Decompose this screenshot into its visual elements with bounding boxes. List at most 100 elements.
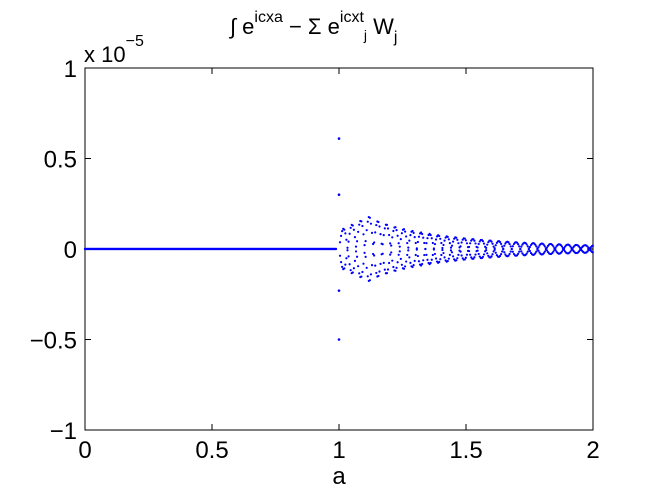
data-point bbox=[369, 273, 373, 276]
x-tick-label: 1 bbox=[332, 437, 345, 464]
data-point bbox=[341, 265, 344, 268]
data-point bbox=[400, 263, 403, 266]
data-point bbox=[542, 252, 545, 255]
data-point bbox=[525, 252, 528, 255]
data-point bbox=[344, 263, 347, 266]
data-point bbox=[394, 226, 397, 229]
data-point bbox=[463, 237, 466, 240]
data-point bbox=[382, 261, 385, 264]
data-point bbox=[355, 255, 359, 258]
data-point bbox=[368, 216, 371, 219]
data-point bbox=[457, 242, 460, 245]
data-point bbox=[545, 246, 549, 249]
data-point bbox=[379, 262, 382, 265]
y-tick-label: −0.5 bbox=[30, 328, 77, 355]
axis-tick-labels: 0 0.5 1 1.5 2 −1 −0.5 0 0.5 1 bbox=[30, 56, 600, 464]
title-integral: ∫ bbox=[228, 14, 242, 39]
data-point bbox=[476, 249, 479, 252]
data-point bbox=[491, 242, 494, 245]
data-point bbox=[511, 250, 514, 253]
data-point bbox=[474, 242, 477, 245]
data-point bbox=[368, 279, 371, 282]
data-point bbox=[486, 243, 489, 246]
y-tick-label: 1 bbox=[64, 56, 77, 83]
data-point bbox=[370, 264, 374, 267]
data-point bbox=[357, 265, 360, 268]
data-point bbox=[411, 265, 414, 269]
data-point bbox=[527, 247, 530, 250]
data-point bbox=[443, 239, 446, 242]
data-point bbox=[438, 260, 441, 264]
data-point bbox=[373, 241, 376, 244]
data-point bbox=[344, 232, 347, 235]
data-point bbox=[398, 245, 401, 248]
data-point bbox=[417, 235, 421, 238]
data-point bbox=[457, 253, 460, 256]
data-point bbox=[433, 242, 437, 246]
data-point bbox=[517, 252, 520, 255]
data-point bbox=[473, 256, 476, 259]
data-point bbox=[591, 244, 594, 247]
data-point bbox=[426, 258, 429, 261]
data-point bbox=[498, 254, 502, 258]
data-point bbox=[449, 249, 453, 252]
data-point bbox=[389, 242, 392, 245]
data-point bbox=[465, 253, 469, 256]
data-point bbox=[429, 261, 432, 265]
data-point bbox=[370, 231, 374, 234]
data-point bbox=[481, 255, 485, 258]
y-multiplier-exponent: −5 bbox=[126, 33, 144, 50]
y-tick-label: 0.5 bbox=[44, 147, 77, 174]
data-point bbox=[451, 240, 455, 243]
data-point bbox=[443, 256, 446, 259]
data-point bbox=[399, 238, 402, 241]
data-point bbox=[448, 253, 451, 257]
data-point bbox=[375, 271, 378, 275]
data-point bbox=[407, 246, 410, 249]
data-point bbox=[473, 239, 476, 242]
data-point bbox=[509, 245, 512, 248]
data-point bbox=[535, 250, 538, 253]
data-point bbox=[469, 253, 472, 256]
data-point bbox=[413, 259, 416, 263]
data-point bbox=[439, 258, 442, 261]
data-point bbox=[450, 244, 454, 247]
data-point bbox=[354, 250, 358, 253]
data-point bbox=[352, 267, 355, 270]
data-point bbox=[417, 260, 421, 263]
data-point bbox=[407, 249, 410, 252]
data-point bbox=[413, 235, 416, 239]
data-point bbox=[351, 271, 354, 274]
data-point bbox=[358, 223, 361, 226]
data-point bbox=[403, 265, 407, 268]
data-point bbox=[520, 250, 523, 253]
data-point bbox=[476, 246, 479, 249]
data-point bbox=[337, 193, 341, 196]
data-point bbox=[423, 241, 426, 245]
data-point bbox=[543, 245, 546, 248]
data-point bbox=[377, 274, 380, 278]
data-point bbox=[408, 239, 411, 242]
data-point bbox=[391, 236, 394, 239]
data-point bbox=[387, 233, 391, 237]
title-weight: W bbox=[367, 14, 394, 39]
data-point bbox=[490, 255, 493, 258]
data-point bbox=[395, 229, 398, 232]
x-tick-label: 2 bbox=[586, 437, 599, 464]
data-point bbox=[357, 230, 360, 233]
data-point bbox=[526, 245, 529, 248]
data-point bbox=[398, 250, 401, 253]
data-point bbox=[337, 289, 341, 292]
data-point bbox=[347, 255, 350, 258]
data-point bbox=[509, 250, 512, 253]
data-point bbox=[525, 243, 528, 246]
data-point bbox=[392, 229, 395, 233]
data-point bbox=[460, 254, 463, 257]
y-multiplier: x 10−5 bbox=[84, 33, 144, 67]
y-tick-label: −1 bbox=[50, 418, 77, 445]
data-point bbox=[389, 253, 392, 256]
data-point bbox=[337, 338, 341, 341]
data-point bbox=[416, 240, 419, 244]
data-points bbox=[83, 137, 594, 341]
